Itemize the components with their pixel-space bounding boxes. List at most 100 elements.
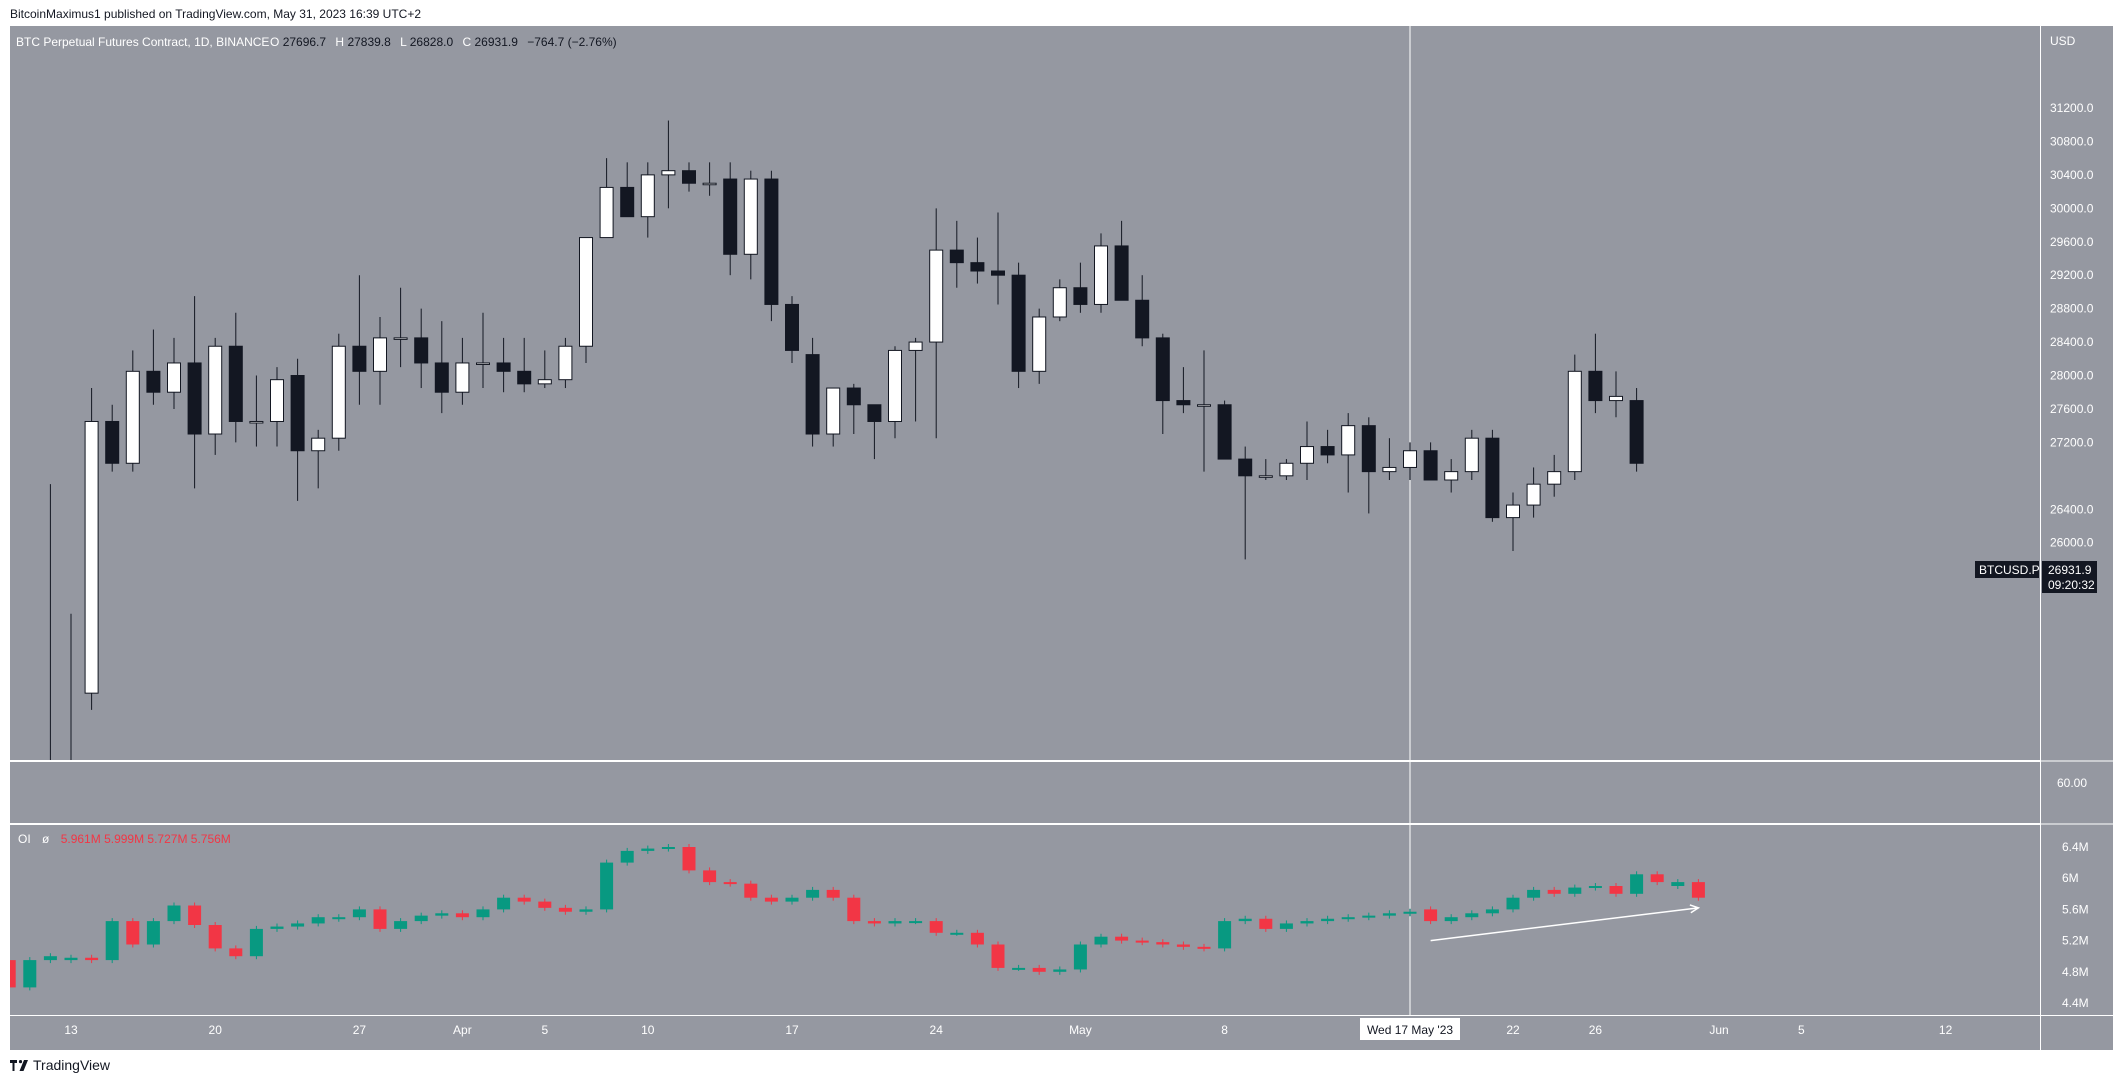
legend-ohlc: O 27696.7 H 27839.8 L 26828.0 C 26931.9 … (270, 35, 617, 49)
candle (1485, 429, 1500, 522)
price-tick: 26400.0 (2050, 502, 2094, 516)
oi-body (1671, 882, 1685, 886)
candle (105, 404, 120, 472)
oi-legend-values: 5.961M 5.999M 5.727M 5.756M (61, 832, 231, 846)
candle (167, 337, 181, 409)
candle (187, 296, 202, 489)
candle-body (599, 186, 614, 239)
price-axis-bg[interactable] (2040, 26, 2113, 1015)
oi-candle (661, 844, 675, 852)
time-label: 8 (1221, 1023, 1228, 1037)
candle (970, 237, 985, 284)
candle (434, 321, 449, 414)
candle (1114, 220, 1129, 301)
candle (1609, 371, 1623, 418)
oi-body (888, 921, 902, 924)
oi-candle (1382, 910, 1396, 919)
oi-candle (703, 867, 717, 886)
oi-candle (517, 894, 531, 905)
oi-body (43, 956, 57, 961)
oi-candle (1135, 937, 1149, 946)
oi-candle (1032, 964, 1046, 975)
candle-body (1526, 483, 1541, 506)
oi-body (661, 847, 675, 849)
oi-candle (167, 902, 181, 925)
oi-body (85, 957, 99, 961)
candle (743, 170, 758, 280)
candle-body (702, 182, 717, 186)
oi-candle (867, 918, 881, 927)
legend-c-label: C (462, 35, 471, 49)
oi-candle (229, 945, 243, 960)
candle-body (640, 174, 655, 218)
legend-c-value: 26931.9 (475, 35, 519, 49)
oi-candle (723, 879, 737, 887)
oi-body (1321, 918, 1335, 922)
oi-candle (126, 918, 140, 948)
price-tick: 29600.0 (2050, 235, 2094, 249)
legend-symbol: BTC Perpetual Futures Contract, 1D, BINA… (16, 35, 269, 49)
candle (1197, 350, 1211, 472)
time-axis-bg[interactable] (10, 1016, 2113, 1050)
price-tick: 27200.0 (2050, 435, 2094, 449)
oi-body (311, 917, 325, 924)
oi-candle (1012, 964, 1026, 971)
oi-candle (373, 906, 387, 932)
candle-body (1279, 462, 1294, 477)
oi-body (332, 917, 346, 920)
price-pane-bg[interactable] (10, 26, 2040, 760)
oi-body (579, 909, 593, 912)
oi-body (847, 897, 861, 922)
tradingview-logo[interactable]: TradingView (10, 1057, 110, 1073)
oi-candle (291, 920, 305, 930)
oi-tick: 4.4M (2062, 996, 2089, 1010)
candle-body (579, 237, 593, 347)
oi-candle (394, 918, 408, 932)
tradingview-brand: TradingView (33, 1057, 111, 1073)
price-candles (49, 120, 1644, 760)
oi-body (1073, 944, 1087, 970)
oi-candle (1609, 883, 1623, 897)
oi-body (950, 932, 964, 935)
candle-body (290, 375, 305, 452)
candle (1135, 275, 1150, 347)
candle (558, 337, 573, 389)
candle (1011, 262, 1026, 389)
legend-l-label: L (400, 35, 407, 49)
oi-pane-bg[interactable] (10, 825, 2040, 1015)
candle-body (826, 387, 841, 435)
rsi-pane-bg[interactable] (10, 762, 2040, 823)
oi-body (1053, 969, 1067, 972)
oi-candle (950, 929, 964, 936)
oi-body (1547, 889, 1561, 894)
oi-candle (1362, 912, 1376, 921)
oi-body (1094, 936, 1108, 945)
oi-candle (23, 957, 37, 991)
oi-body (744, 883, 758, 898)
oi-candle (455, 910, 469, 921)
candle (785, 296, 799, 363)
candle-body (991, 270, 1005, 276)
oi-body (23, 960, 37, 988)
oi-candle (1259, 915, 1273, 932)
candle (84, 388, 99, 710)
oi-body (1279, 923, 1293, 929)
oi-body (1032, 967, 1046, 972)
candle-body (723, 178, 738, 255)
oi-body (352, 909, 366, 918)
oi-candle (641, 845, 655, 854)
candle (1238, 446, 1253, 560)
candle (599, 158, 614, 239)
oi-candle (1279, 920, 1293, 932)
candle-body (1135, 299, 1150, 339)
candle (476, 312, 490, 389)
oi-body (826, 889, 840, 898)
oi-candle (1630, 871, 1644, 897)
candle (1300, 421, 1314, 480)
oi-body (970, 932, 984, 945)
candle-body (331, 345, 346, 439)
oi-tick: 6M (2062, 871, 2079, 885)
candle (249, 375, 264, 447)
time-axis-labels: 13 20 27 Apr 5 10 17 24 May 8 22 26 Jun 5 12 (64, 1023, 1952, 1037)
